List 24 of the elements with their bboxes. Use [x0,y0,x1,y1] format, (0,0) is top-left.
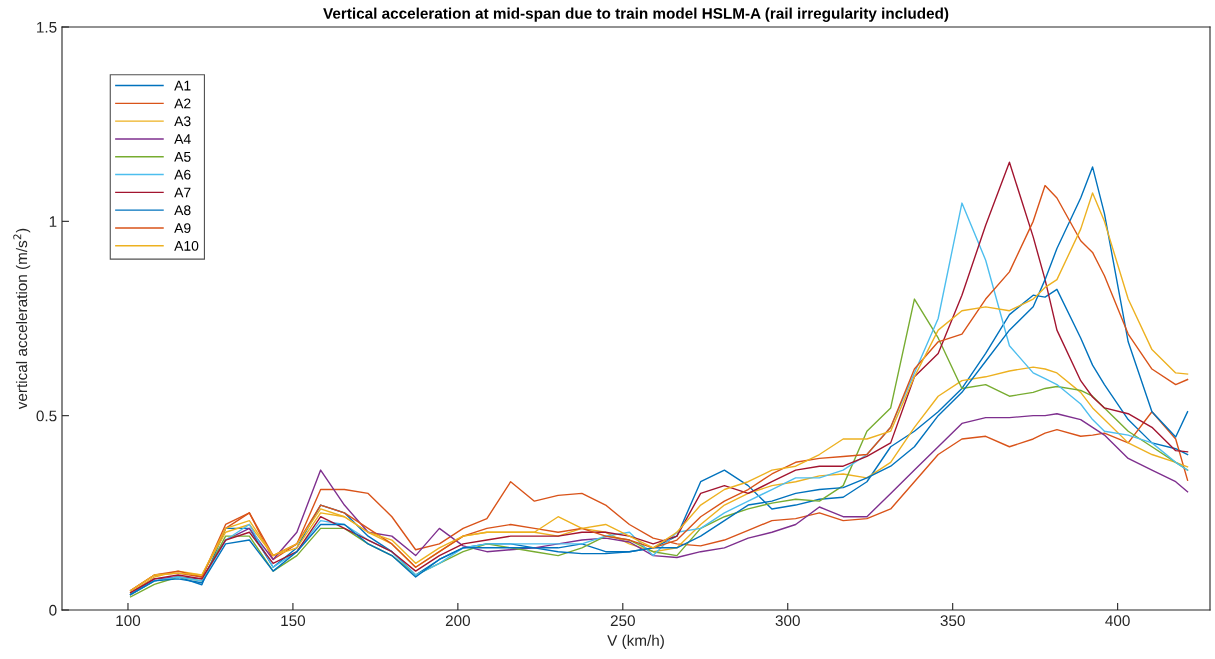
x-tick-label: 400 [1105,615,1130,627]
x-tick-label: 350 [940,615,965,627]
y-tick-label: 0 [49,604,57,616]
y-tick-label: 0.5 [36,410,57,422]
legend-label: A3 [174,116,191,127]
legend-label: A6 [174,169,191,180]
legend-label: A7 [174,187,191,198]
legend-label: A8 [174,205,191,216]
y-tick-label: 1.5 [37,22,57,33]
chart-title: Vertical acceleration at mid-span due to train model HSLM-A (rail irregularity included) [323,7,949,22]
x-tick-label: 100 [116,615,141,627]
x-tick-label: 200 [445,615,471,627]
legend-label: A9 [174,223,191,233]
legend-label: A5 [174,152,191,162]
y-axis-title: vertical acceleration (m/s$^{2}$) [13,228,31,410]
legend-label: A1 [174,80,191,91]
y-tick-label: 1 [49,216,57,227]
legend-label: A4 [174,134,191,144]
legend-label: A2 [174,98,191,109]
x-tick-label: 250 [610,615,635,627]
x-tick-label: 300 [775,615,800,627]
x-tick-label: 150 [281,615,306,627]
x-axis-title: V (km/h) [607,634,664,649]
legend-label: A10 [174,240,199,251]
